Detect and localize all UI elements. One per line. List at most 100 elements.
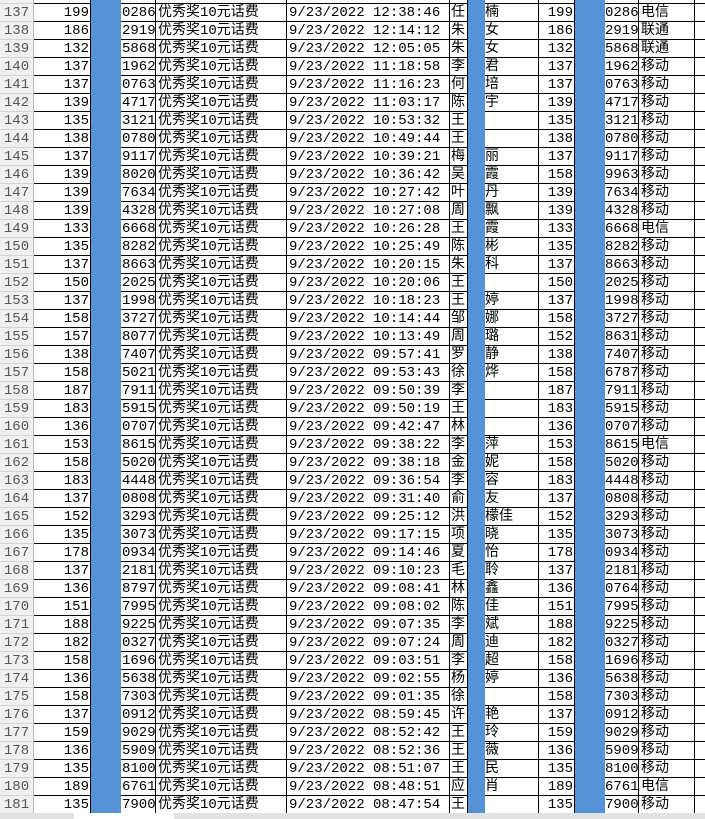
phone-prefix-cell-2[interactable]: 182	[539, 634, 575, 651]
empty-cell[interactable]	[695, 94, 705, 111]
phone-prefix-cell[interactable]: 187	[34, 382, 91, 399]
prize-cell[interactable]: 优秀奖10元话费	[156, 76, 287, 93]
empty-cell[interactable]	[695, 166, 705, 183]
phone-prefix-cell[interactable]: 135	[34, 760, 91, 777]
surname-cell[interactable]: 王	[450, 742, 468, 759]
phone-prefix-cell-2[interactable]: 137	[539, 490, 575, 507]
given-name-cell[interactable]: 超	[485, 652, 539, 669]
surname-cell[interactable]: 梅	[450, 148, 468, 165]
surname-cell[interactable]: 叶	[450, 184, 468, 201]
phone-prefix-cell-2[interactable]: 186	[539, 22, 575, 39]
phone-suffix-cell-2[interactable]: 5909	[605, 742, 639, 759]
datetime-cell[interactable]: 9/23/2022 09:08:41	[287, 580, 450, 597]
empty-cell[interactable]	[695, 580, 705, 597]
empty-cell[interactable]	[695, 400, 705, 417]
prize-cell[interactable]: 优秀奖10元话费	[156, 454, 287, 471]
phone-prefix-cell[interactable]: 136	[34, 418, 91, 435]
carrier-cell[interactable]: 移动	[639, 742, 695, 759]
carrier-cell[interactable]: 电信	[639, 220, 695, 237]
carrier-cell[interactable]: 移动	[639, 274, 695, 291]
carrier-cell[interactable]: 联通	[639, 40, 695, 57]
datetime-cell[interactable]: 9/23/2022 10:36:42	[287, 166, 450, 183]
phone-suffix-cell-2[interactable]: 0286	[605, 4, 639, 21]
prize-cell[interactable]: 优秀奖10元话费	[156, 292, 287, 309]
phone-prefix-cell-2[interactable]: 139	[539, 94, 575, 111]
surname-cell[interactable]: 林	[450, 580, 468, 597]
surname-cell[interactable]: 许	[450, 706, 468, 723]
empty-cell[interactable]	[695, 472, 705, 489]
empty-cell[interactable]	[695, 40, 705, 57]
carrier-cell[interactable]: 移动	[639, 598, 695, 615]
phone-prefix-cell-2[interactable]: 137	[539, 76, 575, 93]
prize-cell[interactable]: 优秀奖10元话费	[156, 508, 287, 525]
surname-cell[interactable]: 罗	[450, 346, 468, 363]
given-name-cell[interactable]: 民	[485, 760, 539, 777]
phone-suffix-cell[interactable]: 7634	[122, 184, 156, 201]
phone-prefix-cell-2[interactable]: 153	[539, 436, 575, 453]
row-header[interactable]: 176	[0, 706, 34, 724]
given-name-cell[interactable]: 丽	[485, 148, 539, 165]
surname-cell[interactable]: 何	[450, 76, 468, 93]
phone-suffix-cell-2[interactable]: 0763	[605, 76, 639, 93]
carrier-cell[interactable]: 移动	[639, 670, 695, 687]
given-name-cell[interactable]: 静	[485, 346, 539, 363]
phone-suffix-cell-2[interactable]: 9117	[605, 148, 639, 165]
row-header[interactable]: 170	[0, 598, 34, 616]
empty-cell[interactable]	[0, 0, 34, 4]
given-name-cell[interactable]: 鑫	[485, 580, 539, 597]
phone-suffix-cell[interactable]: 9225	[122, 616, 156, 633]
datetime-cell[interactable]: 9/23/2022 09:57:41	[287, 346, 450, 363]
carrier-cell[interactable]: 移动	[639, 508, 695, 525]
phone-prefix-cell[interactable]: 188	[34, 616, 91, 633]
phone-suffix-cell-2[interactable]: 5915	[605, 400, 639, 417]
empty-cell[interactable]	[695, 220, 705, 237]
phone-prefix-cell[interactable]: 158	[34, 454, 91, 471]
phone-suffix-cell-2[interactable]: 3121	[605, 112, 639, 129]
carrier-cell[interactable]: 移动	[639, 544, 695, 561]
surname-cell[interactable]: 王	[450, 274, 468, 291]
given-name-cell[interactable]: 君	[485, 58, 539, 75]
phone-prefix-cell-2[interactable]: 151	[539, 598, 575, 615]
row-header[interactable]: 165	[0, 508, 34, 526]
row-header[interactable]: 143	[0, 112, 34, 130]
phone-suffix-cell-2[interactable]: 2919	[605, 22, 639, 39]
phone-prefix-cell[interactable]: 138	[34, 130, 91, 147]
phone-suffix-cell-2[interactable]: 6787	[605, 364, 639, 381]
given-name-cell[interactable]: 迪	[485, 634, 539, 651]
row-header[interactable]: 163	[0, 472, 34, 490]
empty-cell[interactable]	[695, 634, 705, 651]
phone-prefix-cell[interactable]: 136	[34, 742, 91, 759]
phone-suffix-cell-2[interactable]: 7995	[605, 598, 639, 615]
carrier-cell[interactable]: 移动	[639, 724, 695, 741]
datetime-cell[interactable]: 9/23/2022 09:08:02	[287, 598, 450, 615]
carrier-cell[interactable]: 移动	[639, 454, 695, 471]
datetime-cell[interactable]: 9/23/2022 08:59:45	[287, 706, 450, 723]
given-name-cell[interactable]	[485, 688, 539, 705]
empty-cell[interactable]	[695, 310, 705, 327]
datetime-cell[interactable]: 9/23/2022 10:20:15	[287, 256, 450, 273]
phone-prefix-cell-2[interactable]: 158	[539, 310, 575, 327]
phone-suffix-cell[interactable]: 5021	[122, 364, 156, 381]
datetime-cell[interactable]: 9/23/2022 10:49:44	[287, 130, 450, 147]
empty-cell[interactable]	[695, 688, 705, 705]
prize-cell[interactable]: 优秀奖10元话费	[156, 328, 287, 345]
datetime-cell[interactable]: 9/23/2022 10:25:49	[287, 238, 450, 255]
phone-suffix-cell-2[interactable]: 0808	[605, 490, 639, 507]
phone-prefix-cell-2[interactable]: 178	[539, 544, 575, 561]
empty-cell[interactable]	[695, 454, 705, 471]
given-name-cell[interactable]: 斌	[485, 616, 539, 633]
carrier-cell[interactable]: 移动	[639, 796, 695, 813]
surname-cell[interactable]: 金	[450, 454, 468, 471]
row-header[interactable]: 140	[0, 58, 34, 76]
given-name-cell[interactable]	[485, 382, 539, 399]
prize-cell[interactable]: 优秀奖10元话费	[156, 760, 287, 777]
phone-prefix-cell[interactable]: 158	[34, 310, 91, 327]
empty-cell[interactable]	[695, 238, 705, 255]
datetime-cell[interactable]: 9/23/2022 09:25:12	[287, 508, 450, 525]
phone-suffix-cell[interactable]: 2919	[122, 22, 156, 39]
empty-cell[interactable]	[450, 0, 468, 3]
datetime-cell[interactable]: 9/23/2022 10:20:06	[287, 274, 450, 291]
surname-cell[interactable]: 周	[450, 328, 468, 345]
empty-cell[interactable]	[695, 562, 705, 579]
given-name-cell[interactable]: 丹	[485, 184, 539, 201]
